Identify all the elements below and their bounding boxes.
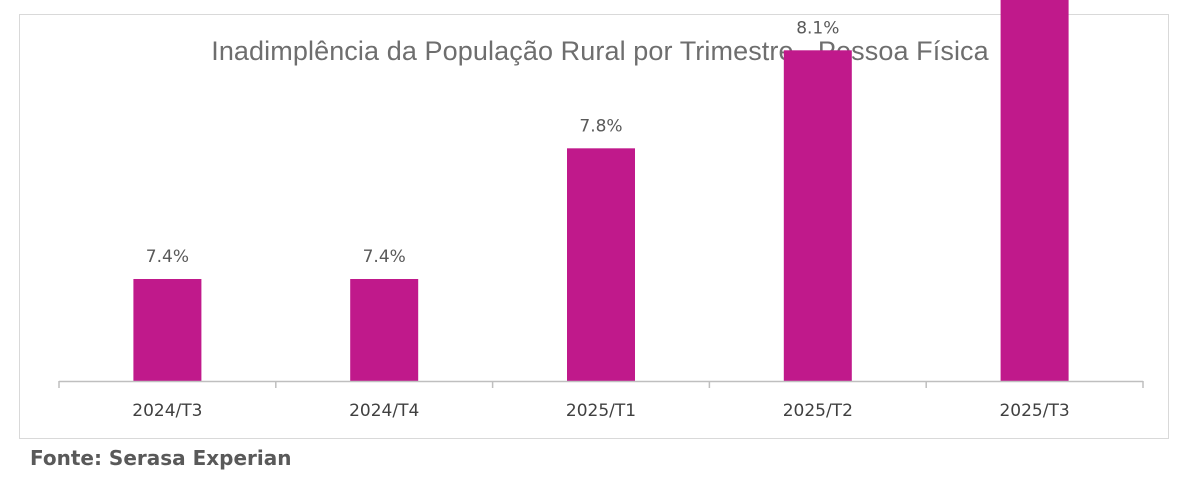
category-labels-layer: 2024/T3 2024/T4 2025/T1 2025/T2 2025/T3: [132, 401, 1069, 421]
category-label: 2025/T1: [566, 401, 636, 421]
category-label: 2025/T2: [783, 401, 853, 421]
data-label: 7.4%: [146, 247, 189, 267]
category-label: 2024/T3: [132, 401, 202, 421]
data-labels-layer: 7.4%7.4%7.8%8.1%8.3%: [146, 18, 840, 267]
bar-2025/T1: [567, 148, 635, 381]
source-note: Fonte: Serasa Experian: [30, 446, 292, 470]
category-label: 2024/T4: [349, 401, 419, 421]
x-axis: [58, 380, 1144, 388]
bar-2025/T2: [783, 50, 852, 382]
bars-layer: [133, 0, 1069, 382]
chart-title: Inadimplência da População Rural por Tri…: [211, 36, 989, 66]
data-label: 7.4%: [363, 247, 406, 267]
data-label: 7.8%: [579, 116, 622, 136]
bar-2025/T3: [1000, 0, 1069, 381]
bar-2024/T4: [350, 279, 419, 381]
category-label: 2025/T3: [999, 401, 1069, 421]
data-label: 8.1%: [796, 18, 839, 38]
bar-2024/T3: [133, 279, 202, 381]
